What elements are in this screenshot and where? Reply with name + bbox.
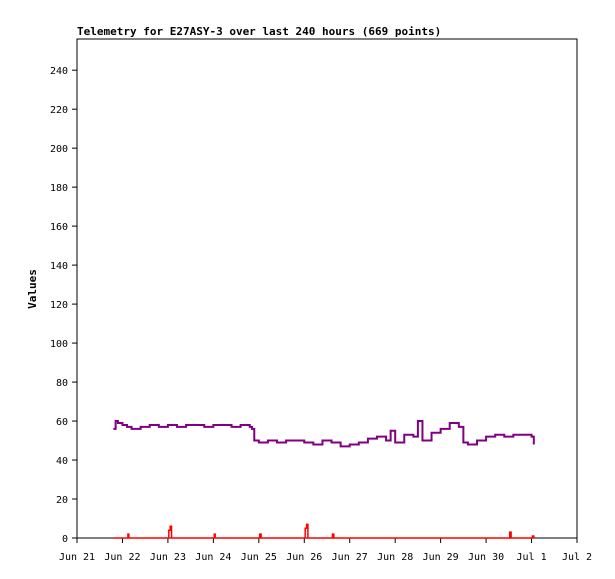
y-axis: 0 20 40 60 80 100 120 140 160 180 200 220 240 — [50, 66, 77, 545]
x-axis: Jun 21 Jun 22 Jun 23 Jun 24 Jun 25 Jun 26 Jun … — [59, 538, 592, 563]
plot-frame — [76, 38, 578, 539]
y-tick-label: 220 — [50, 105, 68, 116]
x-tick-label: Jul 1 — [516, 552, 546, 563]
x-tick-label: Jul 2 — [562, 552, 592, 563]
x-tick-label: Jun 27 — [332, 552, 368, 563]
chart-title: Telemetry for E27ASY-3 over last 240 hou… — [77, 25, 441, 38]
y-tick-label: 240 — [50, 66, 68, 77]
y-tick-label: 40 — [56, 456, 68, 467]
y-tick-label: 120 — [50, 300, 68, 311]
y-tick-label: 140 — [50, 261, 68, 272]
y-tick-label: 180 — [50, 183, 68, 194]
x-tick-label: Jun 29 — [423, 552, 459, 563]
y-tick-label: 80 — [56, 378, 68, 389]
y-axis-label: Values — [26, 269, 39, 309]
x-tick-label: Jun 21 — [59, 552, 95, 563]
series-line-0 — [113, 420, 535, 448]
series-line-1 — [113, 523, 535, 539]
series-layer — [113, 420, 535, 539]
y-tick-label: 160 — [50, 222, 68, 233]
y-tick-label: 100 — [50, 339, 68, 350]
x-tick-label: Jun 30 — [468, 552, 504, 563]
y-tick-label: 0 — [62, 534, 68, 545]
x-tick-label: Jun 25 — [241, 552, 277, 563]
x-tick-label: Jun 26 — [286, 552, 322, 563]
y-tick-label: 200 — [50, 144, 68, 155]
x-tick-label: Jun 23 — [150, 552, 186, 563]
y-tick-label: 60 — [56, 417, 68, 428]
x-tick-label: Jun 28 — [377, 552, 413, 563]
y-tick-label: 20 — [56, 495, 68, 506]
x-tick-label: Jun 24 — [195, 552, 231, 563]
x-tick-label: Jun 22 — [104, 552, 140, 563]
